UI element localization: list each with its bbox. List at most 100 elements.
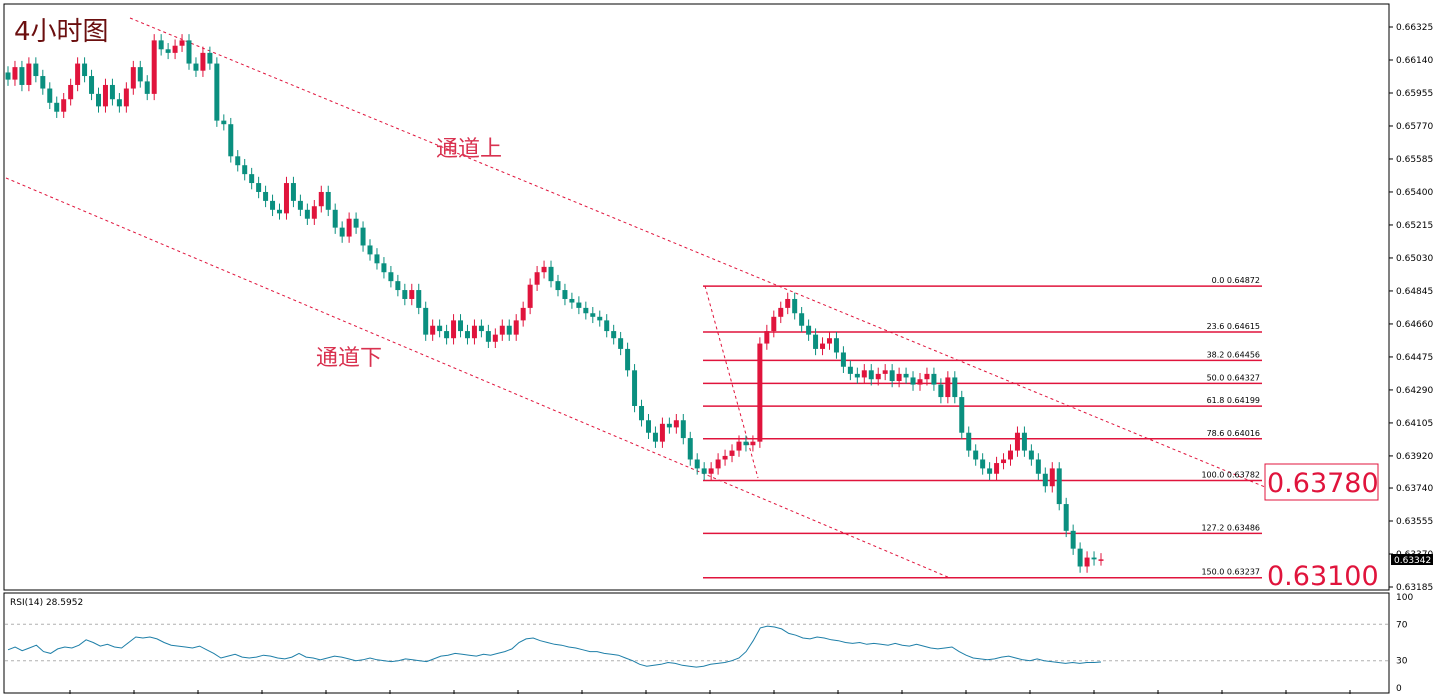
fib-level-label: 61.8 0.64199 bbox=[1207, 396, 1260, 405]
candle-body bbox=[854, 373, 860, 378]
price-tick-label: 0.64845 bbox=[1396, 287, 1433, 297]
candle-body bbox=[290, 183, 296, 201]
callout-price-lower: 0.63100 bbox=[1267, 561, 1379, 592]
price-tick-label: 0.65030 bbox=[1396, 254, 1433, 264]
candle-body bbox=[506, 325, 512, 335]
candle-body bbox=[1077, 548, 1083, 567]
callout-price-upper: 0.63780 bbox=[1267, 468, 1379, 499]
price-tick-label: 0.65400 bbox=[1396, 188, 1433, 198]
price-tick-label: 0.64475 bbox=[1396, 353, 1433, 363]
candle-body bbox=[604, 320, 610, 332]
candle-body bbox=[618, 338, 624, 349]
price-tick-label: 0.64105 bbox=[1396, 419, 1433, 429]
candle-body bbox=[541, 266, 547, 273]
candle-body bbox=[144, 81, 150, 94]
candle-body bbox=[729, 450, 735, 456]
candle-body bbox=[889, 370, 895, 382]
candle-body bbox=[485, 331, 491, 342]
candle-body bbox=[353, 218, 359, 228]
candle-body bbox=[270, 200, 276, 210]
chart-title: 4小时图 bbox=[14, 17, 109, 47]
candle-body bbox=[757, 343, 763, 442]
candle-body bbox=[910, 377, 916, 385]
candle-body bbox=[40, 76, 46, 89]
candle-body bbox=[687, 438, 693, 460]
candle-body bbox=[1049, 468, 1055, 487]
candle-body bbox=[931, 373, 937, 385]
candle-body bbox=[1056, 468, 1062, 505]
main-pane-frame bbox=[3, 3, 1390, 591]
candle-body bbox=[548, 266, 554, 282]
candle-body bbox=[228, 124, 234, 157]
current-price-text: 0.63342 bbox=[1394, 556, 1431, 566]
fib-level-label: 100.0 0.63782 bbox=[1201, 471, 1260, 480]
candle-body bbox=[360, 227, 366, 246]
candle-body bbox=[959, 397, 965, 433]
candle-body bbox=[151, 40, 157, 94]
candle-body bbox=[277, 209, 283, 214]
candle-body bbox=[430, 325, 436, 335]
candle-body bbox=[249, 174, 255, 184]
candle-body bbox=[499, 325, 505, 335]
candle-body bbox=[388, 272, 394, 282]
candle-body bbox=[471, 325, 477, 339]
price-tick-label: 0.65955 bbox=[1396, 89, 1433, 99]
candle-body bbox=[123, 88, 129, 107]
candle-body bbox=[666, 423, 672, 428]
candle-body bbox=[882, 370, 888, 374]
candle-body bbox=[109, 84, 115, 100]
candle-body bbox=[987, 468, 993, 474]
candle-body bbox=[701, 468, 707, 474]
candle-body bbox=[1028, 450, 1034, 460]
price-axis: 0.66325 0.66140 0.65955 0.65770 0.65585 0.654… bbox=[69, 23, 1433, 694]
candle-body bbox=[778, 307, 784, 317]
fibonacci-levels: 0.0 0.64872 23.6 0.64615 38.2 0.64456 50.0 … bbox=[703, 276, 1262, 579]
candle-body bbox=[297, 200, 303, 210]
price-tick-label: 0.65585 bbox=[1396, 155, 1433, 165]
candle-body bbox=[116, 99, 122, 107]
trend-channel bbox=[5, 17, 1266, 579]
candle-body bbox=[569, 298, 575, 303]
candle-body bbox=[200, 52, 206, 71]
candle-body bbox=[625, 348, 631, 371]
candle-body bbox=[339, 227, 345, 237]
candle-body bbox=[980, 459, 986, 469]
rsi-title: RSI(14) 28.5952 bbox=[10, 598, 83, 608]
candle-body bbox=[409, 290, 415, 299]
candle-body bbox=[325, 191, 331, 210]
candle-body bbox=[771, 316, 777, 332]
candle-body bbox=[785, 298, 791, 308]
channel-lower-label: 通道下 bbox=[316, 346, 382, 371]
candle-body bbox=[903, 373, 909, 378]
candle-body bbox=[221, 120, 227, 125]
candle-body bbox=[555, 281, 561, 291]
rsi-indicator: 100 70 30 0 bbox=[5, 593, 1413, 694]
candle-body bbox=[381, 263, 387, 273]
candle-body bbox=[89, 76, 95, 94]
price-tick-label: 0.63555 bbox=[1396, 517, 1433, 527]
candle-body bbox=[158, 40, 164, 50]
candle-body bbox=[423, 307, 429, 335]
candle-body bbox=[534, 272, 540, 285]
candle-body bbox=[917, 379, 923, 385]
candle-body bbox=[179, 40, 185, 46]
candle-body bbox=[806, 325, 812, 335]
price-tick-label: 0.64660 bbox=[1396, 320, 1433, 330]
candle-body bbox=[402, 290, 408, 299]
price-tick-label: 0.63185 bbox=[1396, 583, 1433, 593]
price-tick-label: 0.66325 bbox=[1396, 23, 1433, 33]
candle-body bbox=[736, 441, 742, 451]
candle-body bbox=[952, 377, 958, 398]
candle-body bbox=[256, 183, 262, 192]
candle-body bbox=[464, 331, 470, 339]
candle-body bbox=[645, 420, 651, 433]
candle-body bbox=[1014, 432, 1020, 451]
current-price-tag bbox=[1391, 554, 1433, 565]
candle-body bbox=[207, 52, 213, 64]
candle-body bbox=[847, 366, 853, 374]
candle-body bbox=[694, 459, 700, 469]
candle-body bbox=[130, 67, 136, 89]
candle-body bbox=[1021, 432, 1027, 451]
candle-body bbox=[632, 370, 638, 406]
